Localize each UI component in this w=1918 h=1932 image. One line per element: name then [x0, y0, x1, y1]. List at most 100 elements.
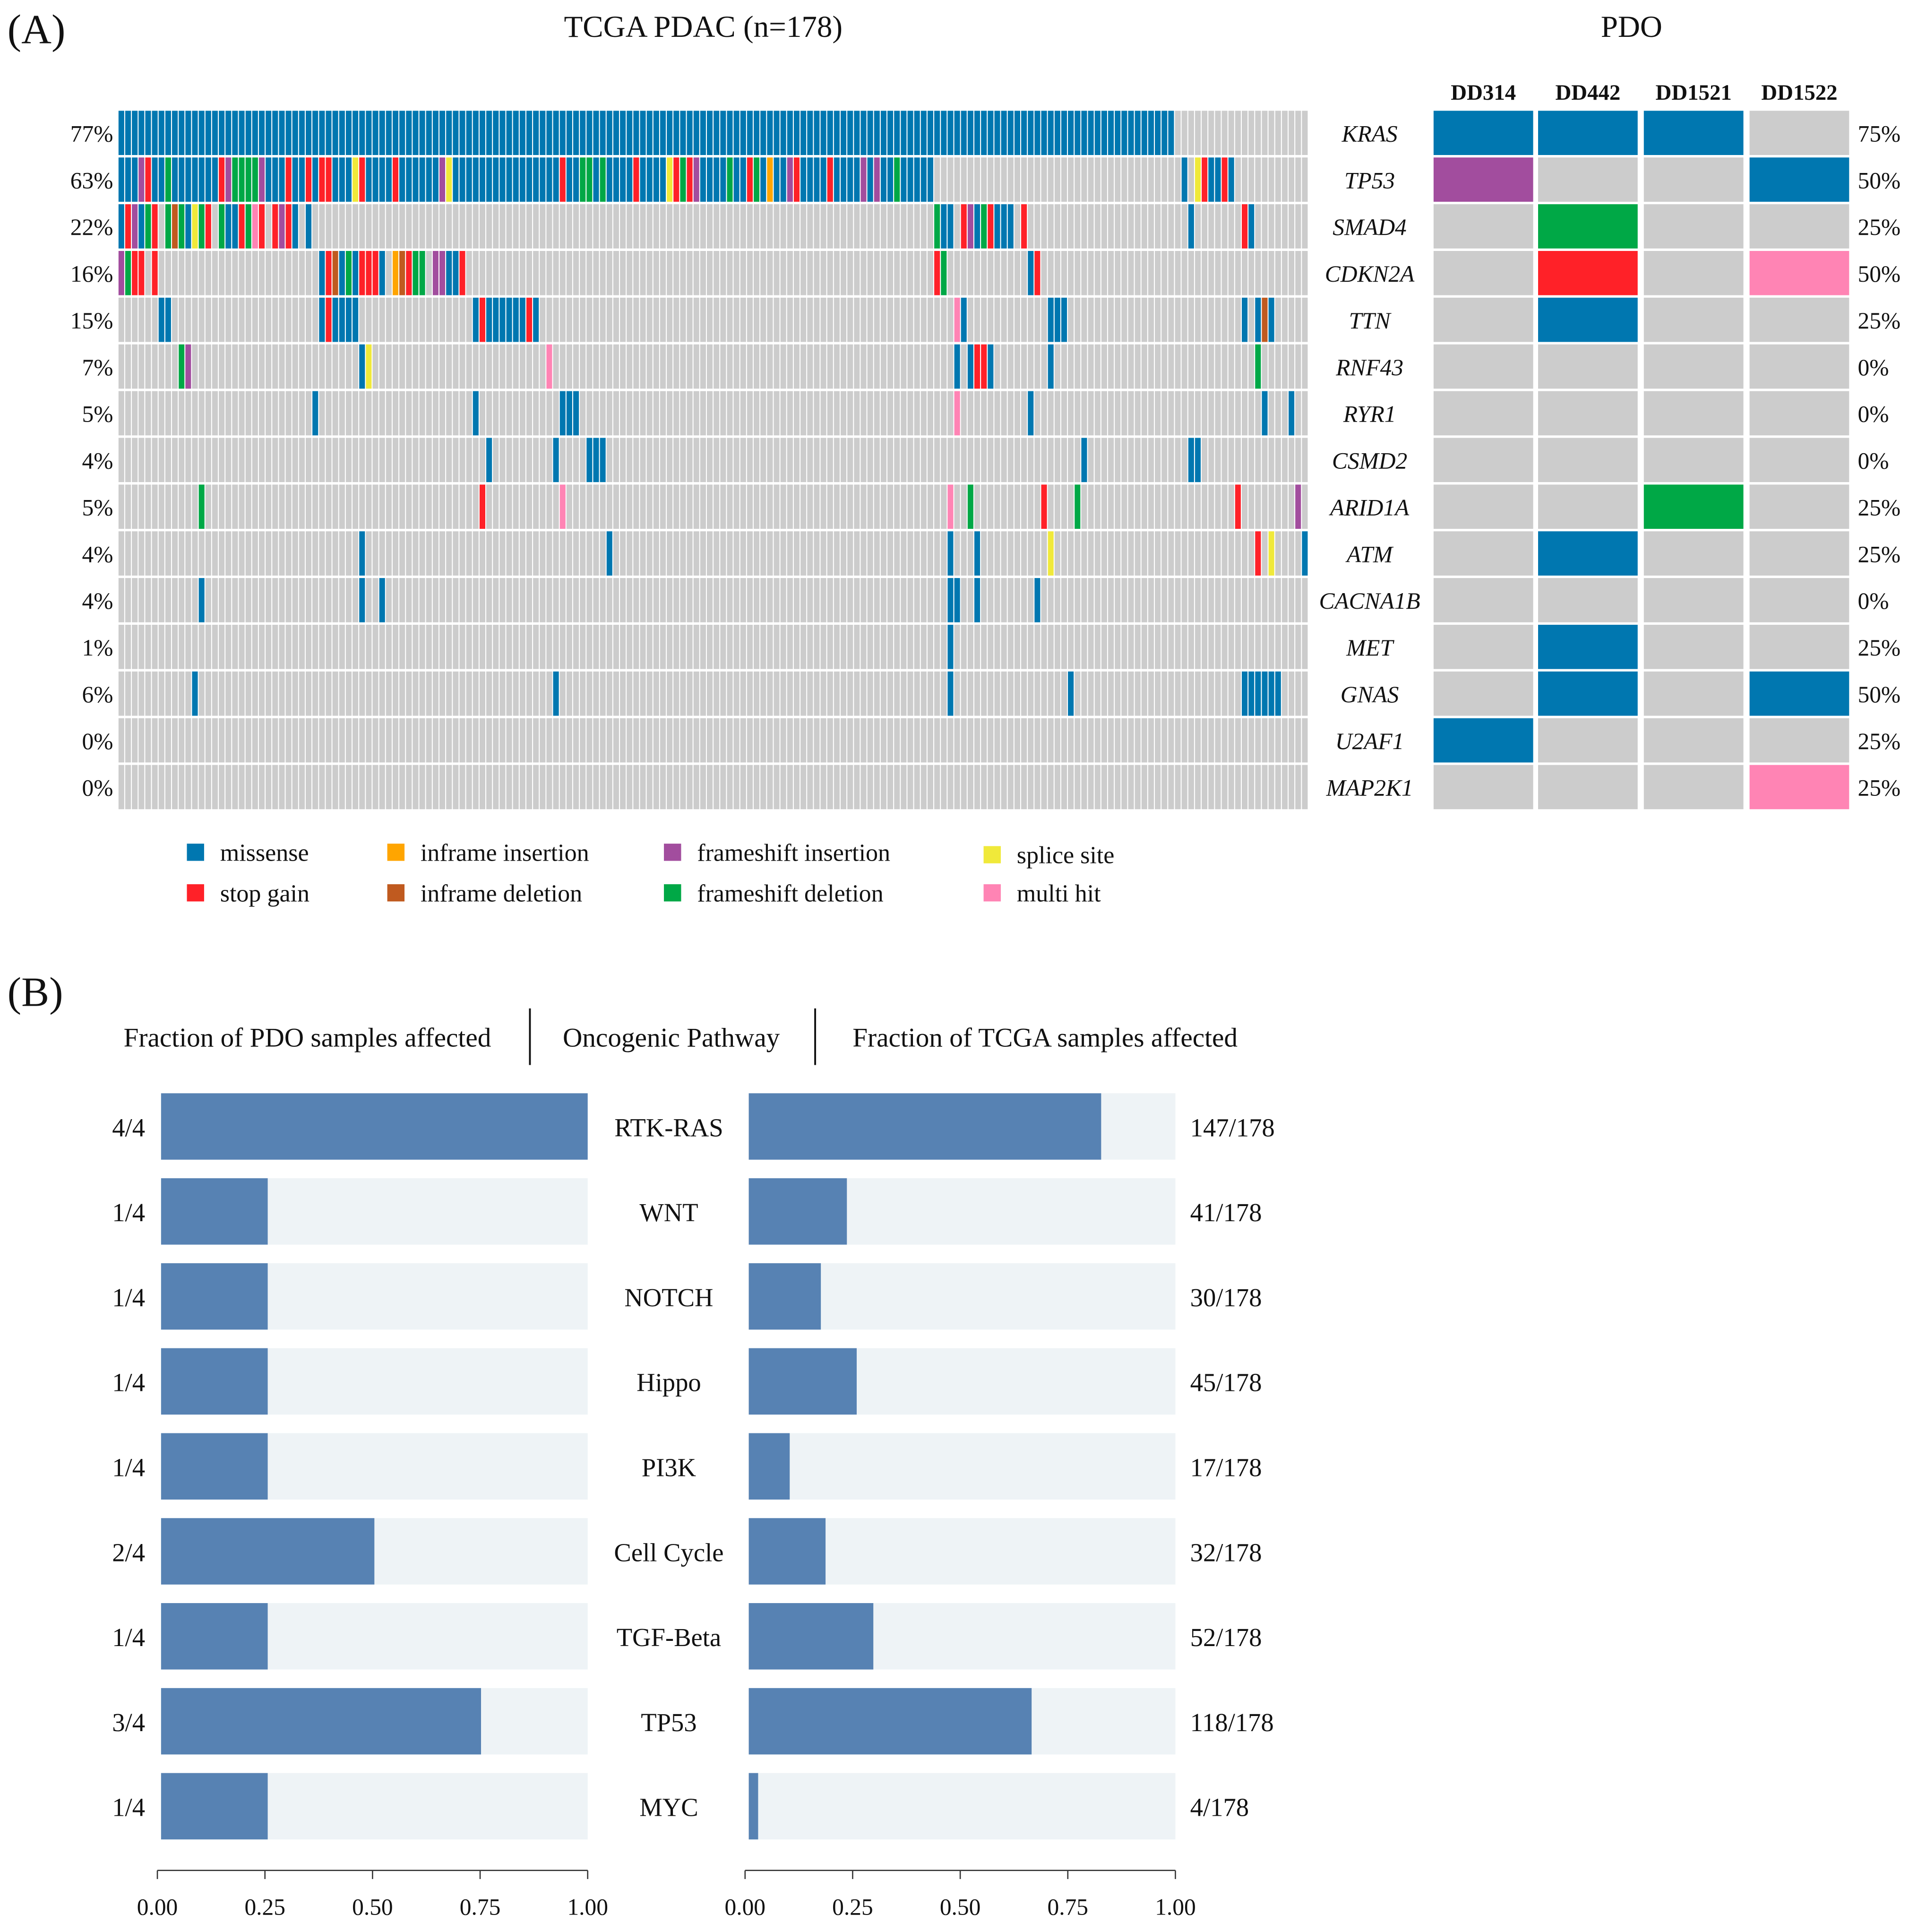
- empty-cell: [807, 438, 813, 483]
- empty-cell: [292, 438, 298, 483]
- empty-cell: [345, 718, 352, 763]
- empty-cell: [1282, 671, 1288, 716]
- mutation-cell-frameshift-insertion: [258, 157, 265, 202]
- empty-cell: [1048, 624, 1054, 669]
- empty-cell: [981, 484, 987, 529]
- empty-cell: [1175, 204, 1181, 249]
- empty-cell: [453, 391, 459, 436]
- mutation-cell-missense: [332, 111, 338, 155]
- empty-cell: [1101, 344, 1107, 389]
- empty-cell: [1275, 765, 1281, 810]
- empty-cell: [1061, 484, 1067, 529]
- empty-cell: [1041, 438, 1047, 483]
- empty-cell: [252, 718, 258, 763]
- empty-cell: [787, 578, 793, 622]
- empty-cell: [820, 297, 826, 342]
- empty-cell: [640, 531, 646, 576]
- empty-cell: [252, 671, 258, 716]
- empty-cell: [606, 438, 612, 483]
- empty-cell: [934, 391, 940, 436]
- mutation-cell-missense: [620, 157, 626, 202]
- pdo-empty-cell: [1643, 157, 1744, 202]
- empty-cell: [306, 297, 312, 342]
- empty-cell: [1275, 484, 1281, 529]
- pdo-bar: [161, 1348, 268, 1415]
- empty-cell: [1135, 157, 1141, 202]
- empty-cell: [606, 344, 612, 389]
- empty-cell: [272, 438, 278, 483]
- empty-cell: [205, 484, 211, 529]
- empty-cell: [613, 578, 619, 622]
- empty-cell: [118, 718, 124, 763]
- empty-cell: [640, 765, 646, 810]
- empty-cell: [1215, 671, 1221, 716]
- empty-cell: [1235, 624, 1241, 669]
- empty-cell: [1081, 391, 1087, 436]
- empty-cell: [640, 484, 646, 529]
- empty-cell: [1155, 718, 1161, 763]
- mutation-cell-splice-site: [192, 204, 198, 249]
- empty-cell: [258, 297, 265, 342]
- empty-cell: [192, 624, 198, 669]
- empty-cell: [1289, 718, 1295, 763]
- empty-cell: [847, 344, 853, 389]
- empty-cell: [640, 204, 646, 249]
- empty-cell: [506, 204, 512, 249]
- empty-cell: [714, 297, 720, 342]
- empty-cell: [1068, 765, 1074, 810]
- mutation-cell-stop-gain: [326, 297, 332, 342]
- empty-cell: [1075, 391, 1081, 436]
- empty-cell: [1128, 484, 1134, 529]
- empty-cell: [1014, 297, 1020, 342]
- pdo-count-label: 1/4: [112, 1793, 145, 1822]
- pdo-cell-missense: [1538, 671, 1638, 716]
- empty-cell: [847, 718, 853, 763]
- empty-cell: [479, 718, 485, 763]
- empty-cell: [459, 718, 465, 763]
- empty-cell: [653, 531, 659, 576]
- empty-cell: [1228, 718, 1234, 763]
- empty-cell: [907, 531, 913, 576]
- empty-cell: [800, 671, 807, 716]
- empty-cell: [466, 718, 472, 763]
- empty-cell: [787, 344, 793, 389]
- empty-cell: [1215, 297, 1221, 342]
- empty-cell: [1021, 344, 1027, 389]
- empty-cell: [540, 578, 546, 622]
- empty-cell: [620, 250, 626, 295]
- empty-cell: [820, 344, 826, 389]
- empty-cell: [907, 484, 913, 529]
- empty-cell: [353, 484, 359, 529]
- empty-cell: [179, 671, 185, 716]
- empty-cell: [1275, 344, 1281, 389]
- empty-cell: [1181, 438, 1187, 483]
- empty-cell: [1228, 578, 1234, 622]
- empty-cell: [633, 578, 639, 622]
- empty-cell: [760, 484, 766, 529]
- empty-cell: [1141, 344, 1147, 389]
- empty-cell: [814, 765, 820, 810]
- empty-cell: [319, 578, 325, 622]
- empty-cell: [807, 718, 813, 763]
- empty-cell: [172, 391, 178, 436]
- gene-label: CSMD2: [1332, 448, 1407, 474]
- empty-cell: [1195, 297, 1201, 342]
- mutation-cell-missense: [493, 297, 499, 342]
- empty-cell: [353, 624, 359, 669]
- mutation-cell-stop-gain: [459, 250, 465, 295]
- empty-cell: [693, 671, 699, 716]
- mutation-cell-frameshift-deletion: [413, 250, 419, 295]
- empty-cell: [1021, 250, 1027, 295]
- empty-cell: [366, 391, 372, 436]
- pdo-percent-label: 25%: [1858, 541, 1901, 567]
- pathway-label: NOTCH: [624, 1283, 713, 1312]
- empty-cell: [1282, 297, 1288, 342]
- empty-cell: [927, 765, 934, 810]
- empty-cell: [1007, 391, 1014, 436]
- pdo-empty-cell: [1749, 391, 1849, 436]
- empty-cell: [827, 624, 833, 669]
- empty-cell: [1001, 765, 1007, 810]
- empty-cell: [1235, 391, 1241, 436]
- empty-cell: [526, 624, 533, 669]
- mutation-cell-missense: [1181, 157, 1187, 202]
